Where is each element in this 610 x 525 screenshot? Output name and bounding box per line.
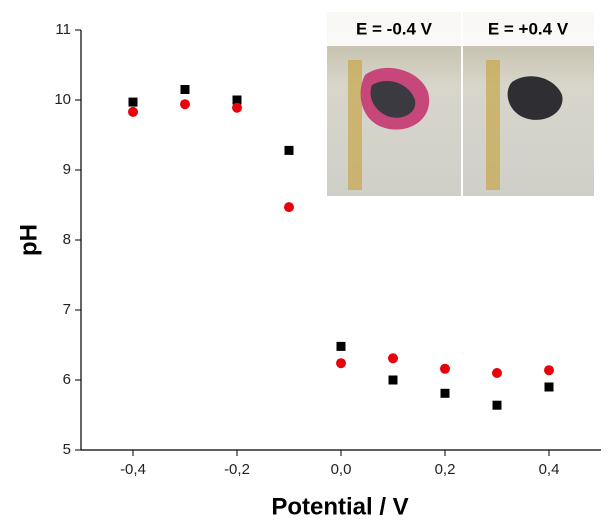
y-tick-label: 5: [63, 441, 71, 458]
point: [128, 97, 138, 107]
point: [440, 388, 450, 398]
point: [180, 99, 190, 110]
point: [492, 368, 502, 378]
label-band: [463, 12, 594, 46]
y-tick-label: 7: [63, 301, 71, 318]
y-axis-title: pH: [15, 224, 42, 256]
photo-detail: [348, 60, 362, 190]
point: [128, 106, 138, 117]
x-tick-label: 0,0: [331, 461, 352, 478]
point: [284, 145, 294, 155]
y-tick-label: 9: [63, 161, 71, 178]
y-tick-label: 8: [63, 231, 71, 248]
annotation: E = +0.4 V: [488, 19, 569, 38]
photo-detail: [370, 80, 416, 118]
point: [388, 375, 398, 385]
point: [336, 358, 346, 369]
x-axis-title: Potential / V: [271, 493, 408, 520]
point: [336, 341, 346, 351]
x-tick-label: 0,4: [539, 461, 560, 478]
x-tick-label: -0,2: [224, 461, 250, 478]
point: [388, 353, 398, 364]
point: [544, 365, 554, 376]
inset-photos: E = -0.4 V E = +0.4 V: [327, 12, 594, 196]
point: [544, 382, 554, 392]
label-band: [327, 12, 461, 46]
y-tick-label: 6: [63, 371, 71, 388]
y-tick-label: 11: [55, 21, 71, 38]
x-tick-label: -0,4: [120, 461, 146, 478]
photo-detail: [486, 60, 500, 190]
photo-detail: [507, 76, 563, 120]
point: [284, 202, 294, 213]
point: [180, 85, 190, 94]
x-tick-label: 0,2: [435, 461, 456, 478]
point: [232, 102, 242, 113]
y-tick-label: 10: [54, 91, 71, 108]
annotation: E = -0.4 V: [356, 19, 433, 38]
point: [492, 400, 502, 410]
point: [232, 95, 242, 105]
point: [440, 363, 450, 374]
